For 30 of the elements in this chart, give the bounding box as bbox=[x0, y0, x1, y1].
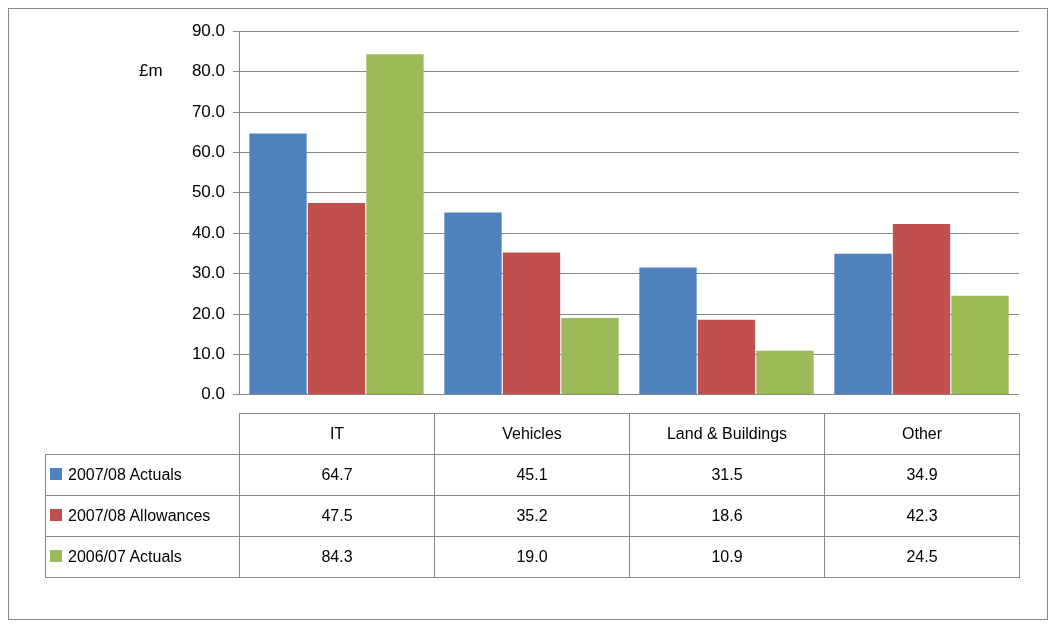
y-tick-label: 0.0 bbox=[201, 384, 225, 404]
data-label: 47.5 bbox=[239, 495, 435, 537]
x-tick-label: Land & Buildings bbox=[629, 413, 825, 455]
y-axis-title: £m bbox=[139, 61, 163, 81]
legend-label: 2006/07 Actuals bbox=[45, 536, 240, 578]
y-tick-label: 70.0 bbox=[191, 101, 225, 121]
data-label: 34.9 bbox=[824, 454, 1020, 496]
data-label: 45.1 bbox=[434, 454, 630, 496]
data-label: 84.3 bbox=[239, 536, 435, 578]
data-label: 10.9 bbox=[629, 536, 825, 578]
data-label: 35.2 bbox=[434, 495, 630, 537]
data-label: 31.5 bbox=[629, 454, 825, 496]
legend-label: 2007/08 Actuals bbox=[45, 454, 240, 496]
y-tick-label: 30.0 bbox=[191, 263, 225, 283]
y-tick-label: 80.0 bbox=[191, 61, 225, 81]
data-label: 18.6 bbox=[629, 495, 825, 537]
y-tick-label: 50.0 bbox=[191, 182, 225, 202]
y-tick-label: 90.0 bbox=[191, 20, 225, 40]
data-label: 42.3 bbox=[824, 495, 1020, 537]
y-tick-label: 10.0 bbox=[191, 344, 225, 364]
x-tick-label: IT bbox=[239, 413, 435, 455]
data-label: 19.0 bbox=[434, 536, 630, 578]
y-tick-label: 40.0 bbox=[191, 222, 225, 242]
x-tick-label: Other bbox=[824, 413, 1020, 455]
legend-label: 2007/08 Allowances bbox=[45, 495, 240, 537]
data-label: 24.5 bbox=[824, 536, 1020, 578]
data-label: 64.7 bbox=[239, 454, 435, 496]
y-tick-label: 20.0 bbox=[191, 303, 225, 323]
y-tick-label: 60.0 bbox=[191, 142, 225, 162]
x-tick-label: Vehicles bbox=[434, 413, 630, 455]
